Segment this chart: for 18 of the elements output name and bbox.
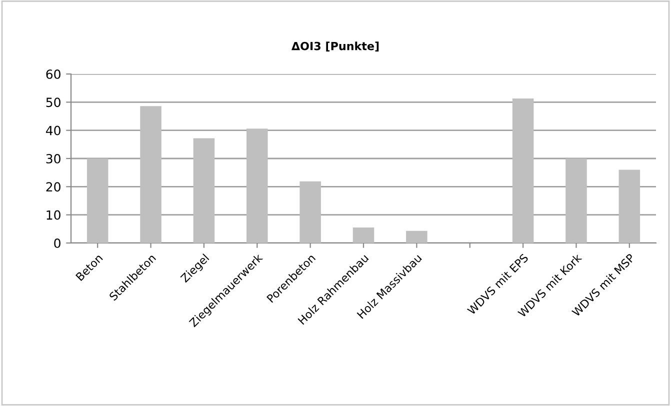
bar	[512, 98, 534, 243]
chart-title: ΔOI3 [Punkte]	[291, 42, 379, 52]
y-tick-label: 40	[46, 126, 60, 136]
y-tick-label: 30	[46, 154, 60, 164]
y-tick-label: 0	[54, 238, 60, 248]
bar	[246, 128, 268, 243]
bar	[300, 181, 321, 243]
bar	[140, 106, 162, 243]
bar	[86, 158, 108, 243]
bar	[566, 158, 587, 243]
bar	[193, 138, 215, 243]
y-tick-label: 50	[46, 98, 60, 108]
bar	[352, 228, 374, 243]
bar	[618, 170, 640, 243]
bar	[406, 230, 428, 243]
y-tick-label: 20	[46, 182, 60, 192]
y-tick-label: 10	[46, 210, 60, 220]
y-tick-label: 60	[46, 69, 60, 79]
